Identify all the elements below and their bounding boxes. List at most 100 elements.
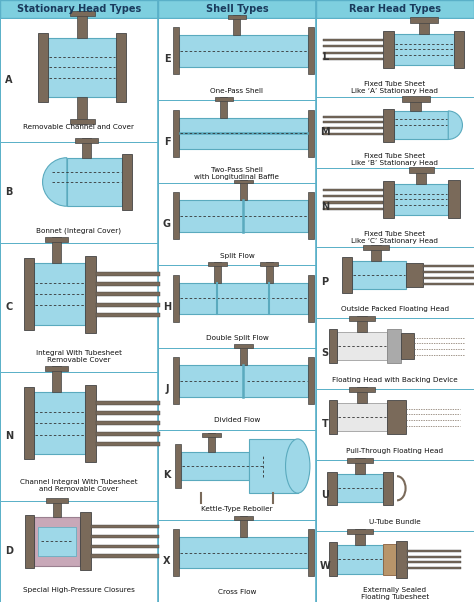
Bar bbox=[158, 520, 316, 602]
Bar bbox=[96, 432, 161, 436]
Bar bbox=[423, 265, 474, 267]
Bar bbox=[423, 271, 474, 273]
Bar bbox=[407, 561, 461, 563]
Text: Removable Channel and Cover: Removable Channel and Cover bbox=[24, 124, 135, 129]
Bar bbox=[179, 36, 308, 67]
Bar bbox=[402, 96, 430, 102]
Bar bbox=[179, 200, 308, 232]
Text: Outside Packed Floating Head: Outside Packed Floating Head bbox=[341, 306, 449, 312]
Bar bbox=[173, 110, 179, 157]
Bar bbox=[234, 516, 253, 520]
Text: D: D bbox=[5, 547, 13, 556]
Bar bbox=[173, 358, 179, 405]
Bar bbox=[352, 261, 406, 289]
Bar bbox=[179, 537, 308, 568]
Bar bbox=[53, 367, 61, 393]
Bar bbox=[96, 303, 161, 306]
Bar bbox=[448, 181, 460, 218]
Bar bbox=[355, 530, 365, 545]
Bar bbox=[316, 18, 474, 97]
Bar bbox=[328, 472, 337, 504]
Bar bbox=[25, 515, 34, 568]
Bar bbox=[323, 58, 383, 60]
Bar bbox=[91, 525, 159, 529]
Bar bbox=[158, 101, 316, 183]
Bar bbox=[383, 109, 394, 141]
Bar bbox=[383, 31, 394, 68]
Bar bbox=[407, 556, 461, 557]
Bar bbox=[419, 18, 429, 34]
Bar bbox=[329, 329, 337, 363]
Bar bbox=[158, 265, 316, 348]
Text: U: U bbox=[321, 491, 329, 500]
Bar bbox=[208, 262, 227, 266]
Bar bbox=[308, 275, 314, 322]
Bar bbox=[158, 430, 316, 520]
Bar bbox=[323, 52, 383, 54]
Bar bbox=[234, 344, 253, 349]
Bar bbox=[0, 0, 158, 18]
Bar bbox=[158, 183, 316, 265]
Text: B: B bbox=[5, 187, 13, 197]
Wedge shape bbox=[43, 158, 67, 206]
Bar bbox=[394, 34, 454, 65]
Text: Kettle-Type Reboiler: Kettle-Type Reboiler bbox=[201, 506, 273, 512]
Bar bbox=[82, 138, 91, 158]
Bar bbox=[53, 498, 61, 517]
Bar bbox=[215, 97, 233, 101]
Text: Bonnet (Integral Cover): Bonnet (Integral Cover) bbox=[36, 227, 121, 234]
Bar bbox=[179, 283, 308, 314]
Bar bbox=[77, 11, 87, 38]
Bar bbox=[173, 529, 179, 576]
Bar bbox=[308, 110, 314, 157]
Bar bbox=[70, 119, 95, 124]
Bar bbox=[0, 18, 158, 141]
Bar bbox=[349, 387, 375, 393]
Text: N: N bbox=[5, 432, 13, 441]
Text: Channel Integral With Tubesheet
and Removable Cover: Channel Integral With Tubesheet and Remo… bbox=[20, 479, 138, 492]
Bar bbox=[234, 179, 253, 184]
Bar bbox=[316, 389, 474, 460]
Bar bbox=[454, 31, 464, 68]
Bar bbox=[85, 256, 96, 333]
Bar bbox=[407, 550, 461, 552]
Bar bbox=[96, 421, 161, 426]
Bar bbox=[46, 366, 68, 371]
Bar bbox=[38, 527, 76, 556]
Bar bbox=[24, 258, 34, 330]
Bar bbox=[179, 118, 308, 149]
Bar bbox=[175, 444, 181, 488]
Bar bbox=[91, 544, 159, 548]
Bar bbox=[158, 18, 316, 101]
Bar bbox=[337, 332, 387, 361]
Bar bbox=[396, 541, 407, 578]
Bar bbox=[214, 262, 221, 283]
Bar bbox=[265, 262, 273, 283]
Bar bbox=[363, 244, 389, 250]
Bar bbox=[347, 458, 373, 464]
Bar bbox=[75, 138, 98, 143]
Bar bbox=[91, 535, 159, 538]
Bar bbox=[387, 329, 401, 363]
Bar bbox=[406, 263, 423, 287]
Bar bbox=[202, 433, 221, 436]
Text: M: M bbox=[320, 127, 330, 137]
Bar bbox=[323, 189, 383, 191]
Bar bbox=[308, 358, 314, 405]
Bar bbox=[158, 348, 316, 430]
Text: H: H bbox=[163, 302, 171, 312]
Bar bbox=[0, 243, 158, 372]
Bar bbox=[181, 452, 248, 480]
Bar bbox=[173, 193, 179, 240]
Bar bbox=[208, 433, 215, 452]
Bar bbox=[323, 132, 383, 135]
Bar bbox=[240, 517, 247, 537]
Text: W: W bbox=[319, 562, 330, 571]
Text: Stationary Head Types: Stationary Head Types bbox=[17, 4, 141, 14]
Bar bbox=[116, 33, 126, 102]
Bar bbox=[323, 208, 383, 210]
Bar bbox=[316, 531, 474, 602]
Bar bbox=[91, 554, 159, 557]
Text: T: T bbox=[322, 419, 328, 429]
Bar bbox=[179, 365, 308, 397]
